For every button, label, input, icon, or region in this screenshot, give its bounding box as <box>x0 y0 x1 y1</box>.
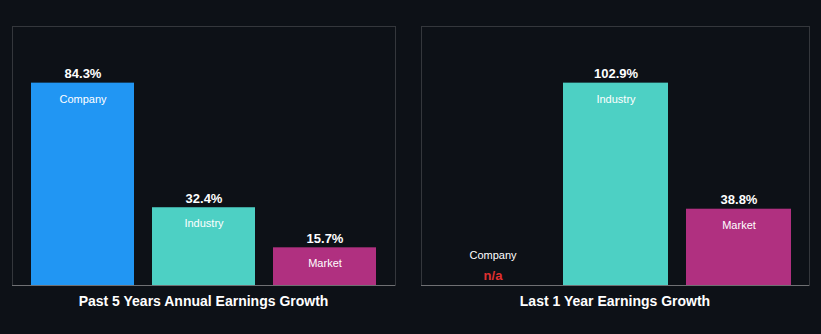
html-text:Last 1 Year Earnings Growth: Last 1 Year Earnings Growth <box>519 293 711 309</box>
svg-text:Company: Company <box>59 93 107 105</box>
svg-text:Industry: Industry <box>596 93 636 105</box>
svg-text:Market: Market <box>308 257 342 269</box>
svg-text:Market: Market <box>722 219 756 231</box>
svg-text:84.3%: 84.3% <box>65 66 102 81</box>
svg-text:38.8%: 38.8% <box>721 192 758 207</box>
svg-text:Industry: Industry <box>184 217 224 229</box>
svg-text:Company: Company <box>469 249 517 261</box>
svg-text:15.7%: 15.7% <box>307 231 344 246</box>
svg-text:n/a: n/a <box>484 268 504 283</box>
html-text:Past 5 Years Annual Earnings G: Past 5 Years Annual Earnings Growth <box>78 293 329 309</box>
svg-text:102.9%: 102.9% <box>594 66 639 81</box>
svg-text:32.4%: 32.4% <box>186 191 223 206</box>
